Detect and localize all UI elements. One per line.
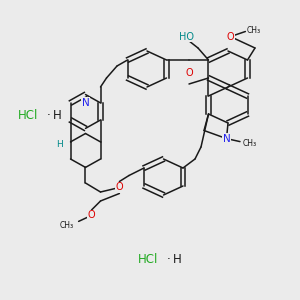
Text: ·: · xyxy=(167,253,170,266)
Text: HCl: HCl xyxy=(18,109,38,122)
Text: O: O xyxy=(226,32,234,42)
Text: CH₃: CH₃ xyxy=(247,26,261,35)
Text: CH₃: CH₃ xyxy=(242,139,256,148)
Text: H: H xyxy=(172,253,181,266)
Text: H: H xyxy=(56,140,62,149)
Text: N: N xyxy=(82,98,89,108)
Text: O: O xyxy=(88,210,95,220)
Text: H: H xyxy=(52,109,61,122)
Text: O: O xyxy=(185,68,193,78)
Text: N: N xyxy=(223,134,230,144)
Text: HCl: HCl xyxy=(138,253,158,266)
Text: HO: HO xyxy=(179,32,194,42)
Text: ·: · xyxy=(46,109,50,122)
Text: O: O xyxy=(116,182,123,193)
Text: CH₃: CH₃ xyxy=(59,220,74,230)
